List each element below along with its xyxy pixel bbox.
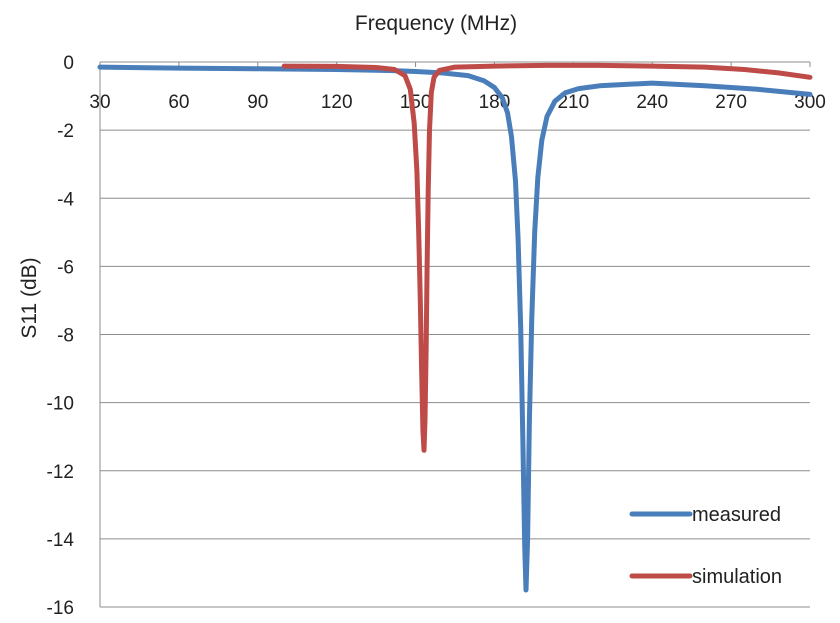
x-tick-label: 30 — [89, 92, 110, 113]
x-tick-label: 210 — [557, 92, 589, 113]
x-tick-label: 240 — [636, 92, 668, 113]
y-tick-label: -4 — [57, 189, 74, 210]
x-tick-labels: 30 60 90 120 150 180 210 240 270 300 — [89, 92, 825, 113]
y-tick-label: 0 — [63, 53, 74, 74]
x-tick-label: 270 — [715, 92, 747, 113]
x-tick-label: 120 — [321, 92, 353, 113]
grid-lines — [99, 61, 811, 608]
y-tick-label: -2 — [57, 121, 74, 142]
x-tick-label: 90 — [247, 92, 268, 113]
y-tick-label: -6 — [57, 257, 74, 278]
y-axis-title: S11 (dB) — [18, 257, 41, 338]
y-tick-label: -8 — [57, 326, 74, 347]
y-tick-labels: 0 -2 -4 -6 -8 -10 -12 -14 -16 — [47, 53, 75, 619]
y-tick-label: -12 — [47, 462, 74, 483]
legend: measured simulation — [629, 504, 782, 588]
x-axis-title: Frequency (MHz) — [355, 12, 517, 35]
legend-label-simulation: simulation — [692, 566, 782, 588]
series-line-simulation — [281, 62, 813, 453]
y-tick-label: -16 — [47, 598, 74, 619]
series-lines — [97, 62, 813, 593]
x-tick-label: 150 — [400, 92, 432, 113]
y-tick-label: -10 — [47, 394, 74, 415]
legend-label-measured: measured — [692, 504, 781, 526]
x-tick-label: 60 — [168, 92, 189, 113]
x-tick-label: 300 — [794, 92, 826, 113]
series-line-measured — [97, 64, 813, 593]
y-tick-label: -14 — [47, 530, 75, 551]
